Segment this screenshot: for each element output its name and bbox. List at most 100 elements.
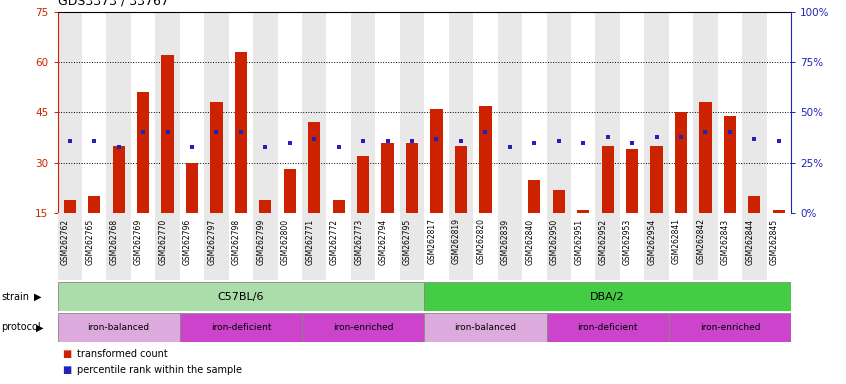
- Bar: [766, 213, 791, 280]
- Text: GSM262839: GSM262839: [501, 218, 510, 265]
- Text: GSM262817: GSM262817: [427, 218, 437, 265]
- Bar: [156, 213, 179, 280]
- Bar: [596, 213, 620, 280]
- Bar: [253, 12, 277, 213]
- Bar: [700, 102, 711, 263]
- Bar: [63, 200, 76, 263]
- Bar: [675, 112, 687, 263]
- Bar: [571, 213, 596, 280]
- Bar: [620, 213, 645, 280]
- Bar: [424, 12, 448, 213]
- Text: ■: ■: [62, 349, 71, 359]
- Text: GSM262773: GSM262773: [354, 218, 363, 265]
- Text: ▶: ▶: [36, 322, 43, 333]
- Bar: [283, 169, 296, 263]
- Bar: [179, 12, 204, 213]
- Text: GSM262762: GSM262762: [61, 218, 69, 265]
- Bar: [742, 213, 766, 280]
- Text: GSM262797: GSM262797: [207, 218, 217, 265]
- Text: percentile rank within the sample: percentile rank within the sample: [77, 365, 242, 375]
- Bar: [448, 213, 473, 280]
- Bar: [431, 109, 442, 263]
- Bar: [480, 106, 492, 263]
- Text: transformed count: transformed count: [77, 349, 168, 359]
- Bar: [131, 12, 156, 213]
- Bar: [204, 12, 228, 213]
- Text: GSM262840: GSM262840: [525, 218, 535, 265]
- Bar: [327, 12, 351, 213]
- Bar: [448, 12, 473, 213]
- Bar: [302, 313, 424, 342]
- Bar: [107, 12, 131, 213]
- Bar: [547, 313, 668, 342]
- Text: ▶: ▶: [34, 291, 41, 302]
- Bar: [571, 12, 596, 213]
- Bar: [351, 12, 376, 213]
- Bar: [668, 313, 791, 342]
- Bar: [668, 12, 693, 213]
- Bar: [626, 149, 638, 263]
- Bar: [693, 213, 717, 280]
- Text: GSM262770: GSM262770: [158, 218, 168, 265]
- Bar: [552, 190, 565, 263]
- Bar: [497, 12, 522, 213]
- Bar: [645, 12, 668, 213]
- Text: GSM262772: GSM262772: [330, 218, 338, 265]
- Text: GSM262842: GSM262842: [696, 218, 706, 265]
- Text: iron-enriched: iron-enriched: [700, 323, 761, 332]
- Bar: [651, 146, 662, 263]
- Bar: [620, 12, 645, 213]
- Bar: [748, 196, 761, 263]
- Bar: [332, 200, 345, 263]
- Bar: [382, 142, 393, 263]
- Bar: [107, 213, 131, 280]
- Text: GSM262819: GSM262819: [452, 218, 461, 265]
- Bar: [547, 12, 571, 213]
- Bar: [742, 12, 766, 213]
- Text: iron-balanced: iron-balanced: [454, 323, 516, 332]
- Text: GSM262771: GSM262771: [305, 218, 314, 265]
- Bar: [211, 102, 222, 263]
- Bar: [473, 12, 497, 213]
- Bar: [137, 92, 149, 263]
- Bar: [228, 12, 253, 213]
- Bar: [156, 12, 179, 213]
- Bar: [179, 213, 204, 280]
- Text: GSM262765: GSM262765: [85, 218, 94, 265]
- Text: GSM262769: GSM262769: [135, 218, 143, 265]
- Bar: [58, 282, 424, 311]
- Bar: [277, 213, 302, 280]
- Bar: [596, 12, 620, 213]
- Bar: [376, 213, 400, 280]
- Bar: [772, 210, 785, 263]
- Bar: [522, 12, 547, 213]
- Bar: [577, 210, 590, 263]
- Text: ■: ■: [62, 365, 71, 375]
- Text: GSM262950: GSM262950: [550, 218, 558, 265]
- Bar: [455, 146, 467, 263]
- Bar: [424, 282, 791, 311]
- Text: GSM262845: GSM262845: [770, 218, 779, 265]
- Bar: [302, 12, 327, 213]
- Text: GSM262768: GSM262768: [110, 218, 118, 265]
- Text: GSM262844: GSM262844: [745, 218, 755, 265]
- Text: iron-deficient: iron-deficient: [577, 323, 638, 332]
- Bar: [351, 213, 376, 280]
- Text: GSM262794: GSM262794: [379, 218, 387, 265]
- Bar: [88, 196, 101, 263]
- Bar: [717, 213, 742, 280]
- Bar: [186, 163, 198, 263]
- Text: GSM262953: GSM262953: [624, 218, 632, 265]
- Text: GSM262800: GSM262800: [281, 218, 290, 265]
- Text: GSM262796: GSM262796: [183, 218, 192, 265]
- Bar: [406, 142, 418, 263]
- Bar: [528, 180, 541, 263]
- Bar: [497, 213, 522, 280]
- Text: GSM262951: GSM262951: [574, 218, 583, 265]
- Bar: [724, 116, 736, 263]
- Bar: [473, 213, 497, 280]
- Bar: [424, 313, 547, 342]
- Text: GSM262843: GSM262843: [721, 218, 730, 265]
- Bar: [277, 12, 302, 213]
- Bar: [253, 213, 277, 280]
